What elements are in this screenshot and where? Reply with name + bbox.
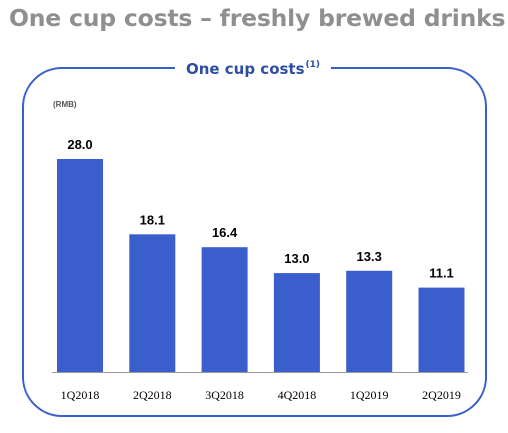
- chart-panel-title-text: One cup costs: [185, 60, 305, 78]
- category-label-4Q2018: 4Q2018: [278, 388, 317, 402]
- bar-1Q2019: [346, 270, 393, 372]
- value-label-2Q2018: 18.1: [140, 212, 165, 227]
- unit-label: (RMB): [53, 100, 77, 109]
- value-label-1Q2019: 13.3: [357, 249, 382, 264]
- value-label-1Q2018: 28.0: [67, 137, 92, 152]
- value-labels-group: 28.0 18.1 16.4 13.0 13.3 11.1: [67, 137, 453, 281]
- bar-4Q2018: [273, 273, 320, 372]
- bar-1Q2018: [57, 159, 103, 372]
- category-label-2Q2019: 2Q2019: [422, 388, 461, 402]
- footnote-marker: (1): [305, 60, 321, 70]
- bar-2Q2018: [129, 234, 176, 372]
- value-label-4Q2018: 13.0: [284, 251, 309, 266]
- bars-group: [57, 159, 465, 372]
- bar-2Q2019: [418, 287, 465, 372]
- page-title: One cup costs – freshly brewed drinks: [9, 4, 506, 32]
- category-label-1Q2019: 1Q2019: [350, 388, 389, 402]
- value-label-3Q2018: 16.4: [212, 225, 238, 240]
- bar-3Q2018: [201, 247, 248, 372]
- chart-panel-title: One cup costs(1): [175, 52, 331, 82]
- category-label-2Q2018: 2Q2018: [133, 388, 172, 402]
- value-label-2Q2019: 11.1: [429, 266, 454, 281]
- category-label-3Q2018: 3Q2018: [205, 388, 244, 402]
- category-labels-group: 1Q2018 2Q2018 3Q2018 4Q2018 1Q2019 2Q2019: [61, 388, 461, 402]
- category-label-1Q2018: 1Q2018: [61, 388, 100, 402]
